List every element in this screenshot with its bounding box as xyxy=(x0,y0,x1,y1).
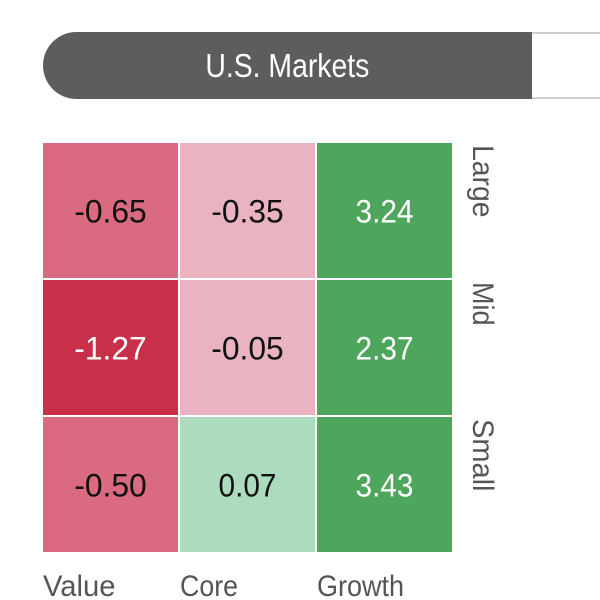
tab-us-markets-label: U.S. Markets xyxy=(205,46,370,84)
heatmap-value-label: -0.35 xyxy=(211,194,284,230)
heatmap-value-label: -1.27 xyxy=(74,331,147,367)
heatmap-cell-large-core xyxy=(180,143,315,278)
heatmap-value-label: 0.07 xyxy=(219,468,277,504)
heatmap-value-label: 3.43 xyxy=(356,468,414,504)
heatmap-cell-large-growth xyxy=(317,143,452,278)
heatmap-value-label: -0.65 xyxy=(74,194,147,230)
heatmap-cell-small-value xyxy=(43,417,178,552)
row-label-large: Large xyxy=(466,145,499,218)
heatmap-value-label: 3.24 xyxy=(356,194,414,230)
column-label-value: Value xyxy=(43,570,116,600)
heatmap-cell-mid-core xyxy=(180,280,315,415)
row-label-small: Small xyxy=(466,419,499,492)
heatmap-cell-mid-value xyxy=(43,280,178,415)
heatmap-cell-large-value xyxy=(43,143,178,278)
column-label-core: Core xyxy=(180,570,238,600)
heatmap-value-label: -0.05 xyxy=(211,331,284,367)
tab-next[interactable] xyxy=(532,32,600,99)
heatmap-cell-small-core xyxy=(180,417,315,552)
row-label-mid: Mid xyxy=(466,282,499,326)
heatmap-cell-mid-growth xyxy=(317,280,452,415)
tab-us-markets[interactable]: U.S. Markets xyxy=(43,32,532,99)
heatmap-value-label: -0.50 xyxy=(74,468,147,504)
heatmap-value-label: 2.37 xyxy=(356,331,414,367)
column-label-growth: Growth xyxy=(317,570,404,600)
heatmap-cell-small-growth xyxy=(317,417,452,552)
